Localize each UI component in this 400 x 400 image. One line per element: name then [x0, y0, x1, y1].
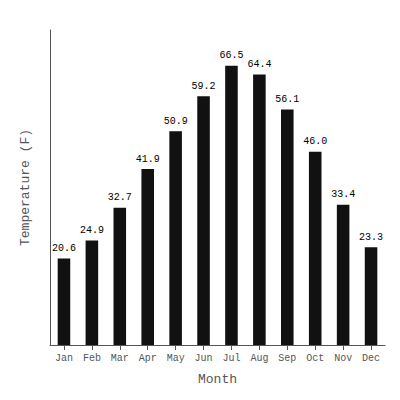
svg-text:May: May — [167, 353, 185, 364]
svg-text:64.4: 64.4 — [247, 59, 271, 70]
svg-text:20.6: 20.6 — [52, 243, 76, 254]
svg-text:Jan: Jan — [55, 353, 73, 364]
svg-text:Sep: Sep — [278, 353, 296, 364]
svg-text:24.9: 24.9 — [80, 225, 104, 236]
svg-text:Month: Month — [198, 372, 237, 387]
svg-text:Jun: Jun — [195, 353, 213, 364]
svg-text:Mar: Mar — [111, 353, 129, 364]
svg-text:23.3: 23.3 — [359, 232, 383, 243]
svg-text:59.2: 59.2 — [192, 81, 216, 92]
svg-text:32.7: 32.7 — [108, 192, 132, 203]
svg-text:33.4: 33.4 — [331, 189, 355, 200]
svg-text:Nov: Nov — [334, 353, 352, 364]
svg-text:Dec: Dec — [362, 353, 380, 364]
svg-text:66.5: 66.5 — [219, 50, 243, 61]
svg-text:46.0: 46.0 — [303, 136, 327, 147]
svg-text:Feb: Feb — [83, 353, 101, 364]
svg-text:41.9: 41.9 — [136, 154, 160, 165]
svg-text:Jul: Jul — [222, 353, 240, 364]
svg-text:56.1: 56.1 — [275, 94, 299, 105]
svg-text:Apr: Apr — [139, 353, 157, 364]
svg-text:Oct: Oct — [306, 353, 324, 364]
svg-text:50.9: 50.9 — [164, 116, 188, 127]
svg-text:Aug: Aug — [250, 353, 268, 364]
svg-text:Temperature (F): Temperature (F) — [18, 129, 33, 246]
